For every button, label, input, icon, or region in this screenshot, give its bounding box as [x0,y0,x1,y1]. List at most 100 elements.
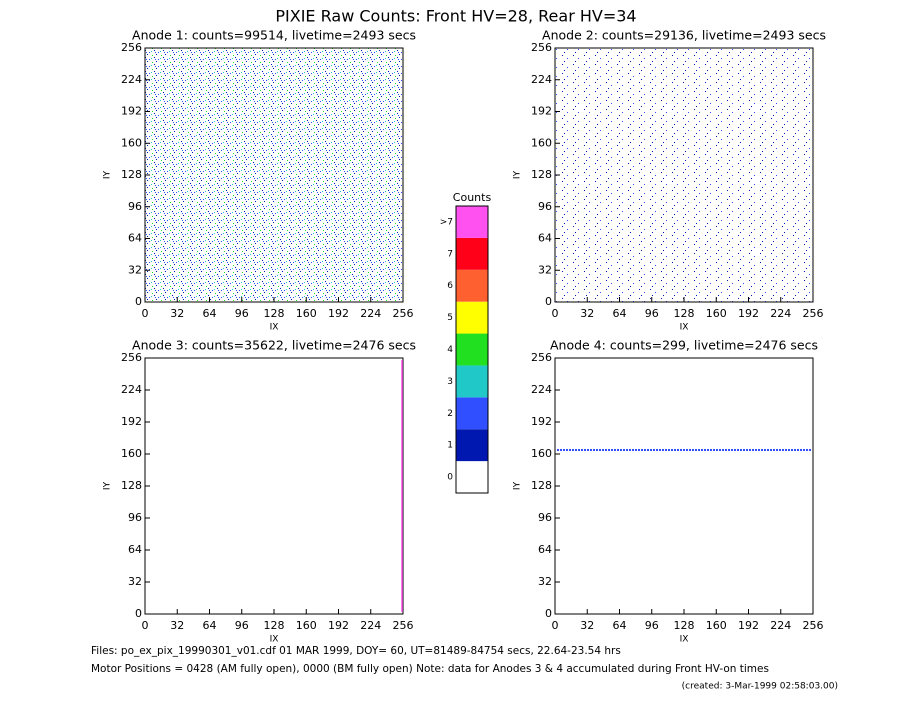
panel-title: Anode 2: counts=29136, livetime=2493 sec… [542,28,826,43]
colorbar-label: 7 [447,249,453,259]
y-tick-label: 64 [128,232,142,245]
x-tick-label: 192 [738,307,759,320]
y-tick-label: 64 [538,232,552,245]
x-tick-label: 192 [328,307,349,320]
y-tick-label: 224 [531,383,552,396]
colorbar-swatch [456,301,488,334]
x-tick-label: 32 [580,619,594,632]
y-axis-label: IY [103,481,113,490]
colorbar-swatch [456,333,488,366]
y-tick-label: 192 [121,105,142,118]
x-tick-label: 224 [770,307,791,320]
y-tick-label: 160 [121,136,142,149]
x-tick-label: 64 [613,619,627,632]
colorbar-swatch [456,206,488,238]
x-tick-label: 0 [552,307,559,320]
x-tick-label: 64 [203,619,217,632]
y-tick-label: 96 [128,511,142,524]
y-tick-label: 256 [531,41,552,54]
x-tick-label: 256 [393,307,414,320]
y-tick-label: 192 [121,415,142,428]
plot-frame [144,357,404,615]
y-tick-label: 0 [545,607,552,620]
x-tick-label: 64 [613,307,627,320]
colorbar-label: 6 [447,281,453,291]
x-tick-label: 128 [674,619,695,632]
x-tick-label: 96 [645,619,659,632]
y-tick-label: 192 [531,415,552,428]
x-tick-label: 128 [264,307,285,320]
y-tick-label: 96 [538,200,552,213]
y-tick-label: 32 [538,263,552,276]
x-tick-label: 128 [674,307,695,320]
footer-created: (created: 3-Mar-1999 02:58:03.00) [682,682,838,692]
x-tick-label: 32 [170,619,184,632]
x-tick-label: 32 [170,307,184,320]
colorbar-swatch [456,429,488,462]
x-axis-label: IX [270,323,279,333]
panel-title: Anode 4: counts=299, livetime=2476 secs [550,338,818,353]
y-tick-label: 64 [538,543,552,556]
x-tick-label: 192 [328,619,349,632]
x-tick-label: 160 [706,307,727,320]
image-texture [145,48,403,302]
y-tick-label: 160 [121,447,142,460]
y-axis-label: IY [513,481,523,490]
colorbar-label: 1 [447,441,453,451]
y-tick-label: 0 [545,295,552,308]
colorbar-title: Counts [453,191,492,204]
y-tick-label: 160 [531,136,552,149]
y-tick-label: 128 [531,479,552,492]
y-tick-label: 0 [135,607,142,620]
x-axis-label: IX [680,635,689,645]
y-tick-label: 96 [538,511,552,524]
x-tick-label: 0 [552,619,559,632]
y-tick-label: 256 [531,351,552,364]
x-tick-label: 128 [264,619,285,632]
y-tick-label: 128 [531,168,552,181]
colorbar-swatch [456,365,488,398]
x-axis-label: IX [680,323,689,333]
y-axis-label: IY [513,170,523,179]
y-tick-label: 224 [531,73,552,86]
footer-files: Files: po_ex_pix_19990301_v01.cdf 01 MAR… [91,645,621,657]
panel-title: Anode 1: counts=99514, livetime=2493 sec… [132,28,416,43]
x-tick-label: 160 [296,307,317,320]
y-tick-label: 224 [121,73,142,86]
x-tick-label: 192 [738,619,759,632]
x-tick-label: 32 [580,307,594,320]
y-tick-label: 32 [538,575,552,588]
x-tick-label: 160 [706,619,727,632]
y-tick-label: 256 [121,41,142,54]
x-tick-label: 256 [393,619,414,632]
x-tick-label: 64 [203,307,217,320]
y-tick-label: 256 [121,351,142,364]
x-tick-label: 224 [360,307,381,320]
image-texture [555,48,813,302]
colorbar-label: 2 [447,409,453,419]
x-tick-label: 160 [296,619,317,632]
y-tick-label: 224 [121,383,142,396]
x-tick-label: 0 [142,307,149,320]
colorbar-label: 0 [447,473,453,483]
colorbar-swatch [456,397,488,430]
y-tick-label: 128 [121,479,142,492]
y-tick-label: 0 [135,295,142,308]
colorbar-swatch [456,237,488,270]
colorbar-label: 5 [447,313,453,323]
colorbar-frame [455,205,489,494]
x-tick-label: 96 [235,307,249,320]
y-tick-label: 192 [531,105,552,118]
y-tick-label: 32 [128,575,142,588]
x-tick-label: 224 [360,619,381,632]
colorbar-label: 3 [447,377,453,387]
y-tick-label: 160 [531,447,552,460]
x-tick-label: 96 [645,307,659,320]
y-tick-label: 32 [128,263,142,276]
x-tick-label: 0 [142,619,149,632]
colorbar-swatch [456,461,488,493]
y-tick-label: 128 [121,168,142,181]
x-tick-label: 96 [235,619,249,632]
x-axis-label: IX [270,635,279,645]
